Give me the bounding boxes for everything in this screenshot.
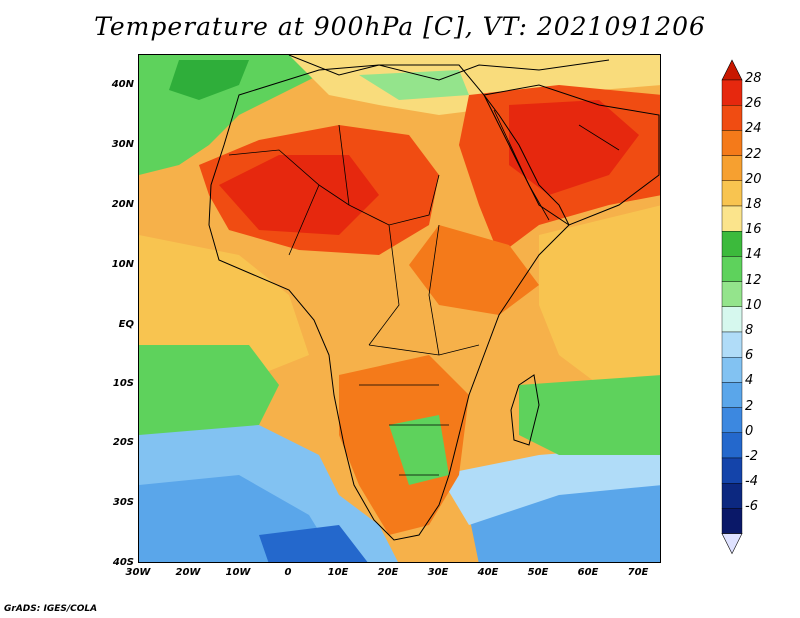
colorbar-tick-label: 12 <box>745 272 762 288</box>
colorbar-swatch <box>721 256 743 282</box>
field-south-indian-pale <box>439 445 660 525</box>
field-east-africa <box>409 225 539 315</box>
map-panel <box>138 54 661 563</box>
lon-label-0: 0 <box>284 567 292 578</box>
colorbar-tick-label: 4 <box>745 373 754 389</box>
colorbar-swatch <box>721 180 743 207</box>
field-sahara-core <box>219 155 379 235</box>
lon-label-40e: 40E <box>477 567 499 578</box>
colorbar-swatch <box>721 508 743 534</box>
colorbar-swatch <box>721 105 743 131</box>
red-sea-gulf-lines <box>493 109 620 221</box>
colorbar-swatch <box>721 306 743 333</box>
lat-label-40s: 40S <box>112 557 134 568</box>
colorbar-tick-label: 18 <box>745 197 762 212</box>
colorbar-tick-label: 24 <box>745 121 762 137</box>
field-cold-core <box>259 525 368 562</box>
lat-label-30s: 30S <box>112 497 134 508</box>
colorbar-tick-label: 22 <box>745 146 762 162</box>
colorbar-tick-label: 2 <box>745 398 754 414</box>
colorbar-swatch <box>721 130 743 156</box>
madagascar-coastline <box>510 374 540 446</box>
lat-label-20n: 20N <box>111 199 134 210</box>
lon-label-70e: 70E <box>627 567 649 578</box>
field-botswana-green <box>389 415 449 485</box>
lat-label-20s: 20S <box>112 437 134 448</box>
colorbar-swatch <box>721 432 743 459</box>
colorbar-top-arrow <box>721 59 743 81</box>
colorbar-tick-label: -2 <box>745 449 758 464</box>
africa-coastline <box>208 64 570 541</box>
colorbar-swatch <box>721 205 743 232</box>
lon-label-20e: 20E <box>377 567 399 578</box>
field-atlantic-tropics <box>139 235 309 375</box>
colorbar-swatch <box>721 407 743 434</box>
colorbar-swatch <box>721 331 743 358</box>
colorbar-swatch <box>721 382 743 408</box>
lon-label-60e: 60E <box>577 567 599 578</box>
chart-title: Temperature at 900hPa [C], VT: 202109120… <box>94 12 706 41</box>
colorbar-swatch <box>721 79 743 106</box>
colorbar-tick-label: 10 <box>745 297 762 313</box>
country-borders <box>228 124 480 476</box>
colorbar-tick-label: 28 <box>745 71 762 86</box>
colorbar-swatch <box>721 281 743 308</box>
colorbar <box>721 59 743 555</box>
colorbar-swatch <box>721 357 743 383</box>
colorbar-tick-label: 14 <box>745 247 762 263</box>
lat-label-10s: 10S <box>112 378 134 389</box>
arabia-coastline <box>483 84 660 226</box>
colorbar-tick-label: 26 <box>745 96 762 112</box>
lat-label-40n: 40N <box>111 79 134 90</box>
colorbar-tick-label: 20 <box>745 171 762 187</box>
colorbar-bottom-arrow <box>721 533 743 555</box>
colorbar-swatch <box>721 230 743 257</box>
lon-label-30w: 30W <box>125 567 151 578</box>
field-south-indian-blue <box>469 475 660 562</box>
colorbar-tick-label: 6 <box>745 348 754 364</box>
lon-label-10e: 10E <box>327 567 349 578</box>
credit-label: GrADS: IGES/COLA <box>4 604 98 614</box>
colorbar-tick-label: -6 <box>745 499 758 515</box>
colorbar-tick-label: 8 <box>745 323 754 338</box>
lon-label-10w: 10W <box>225 567 251 578</box>
colorbar-swatch <box>721 483 743 509</box>
lon-label-50e: 50E <box>527 567 549 578</box>
lat-label-30n: 30N <box>111 139 134 150</box>
lon-label-20w: 20W <box>175 567 201 578</box>
field-mediterranean <box>289 55 660 115</box>
field-med-green <box>359 70 469 100</box>
colorbar-tick-label: -4 <box>745 474 758 490</box>
europe-coastline <box>288 55 610 81</box>
lat-label-eq: EQ <box>118 319 134 330</box>
lat-label-10n: 10N <box>111 259 134 270</box>
lon-label-30e: 30E <box>427 567 449 578</box>
field-mozambique-green <box>519 375 660 455</box>
field-indian-ocean <box>539 205 660 395</box>
colorbar-tick-label: 16 <box>745 222 762 238</box>
field-south-atlantic-green <box>139 345 279 445</box>
temperature-field-map <box>139 55 660 562</box>
field-nw-cool-core <box>169 60 249 100</box>
colorbar-tick-label: 0 <box>745 423 754 439</box>
colorbar-swatch <box>721 155 743 181</box>
colorbar-swatch <box>721 457 743 484</box>
field-arabia-core <box>509 100 639 195</box>
